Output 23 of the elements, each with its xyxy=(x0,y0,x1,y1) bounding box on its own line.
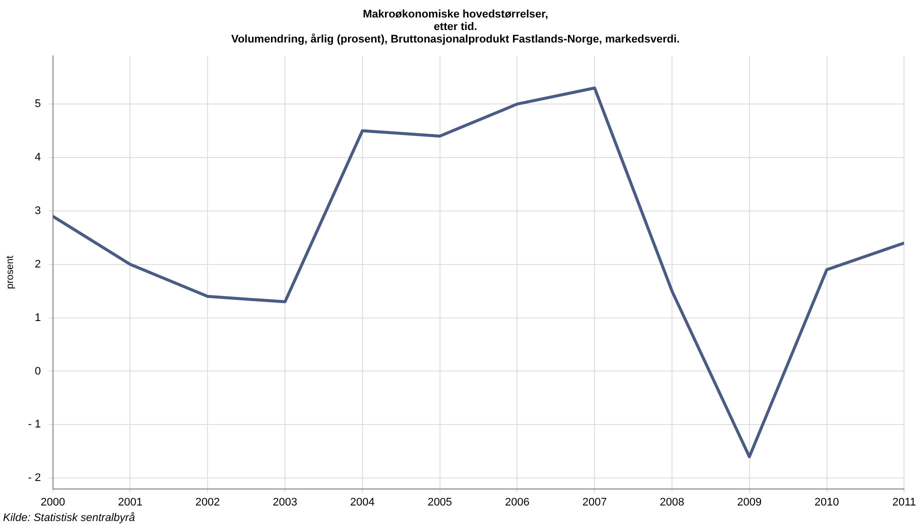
y-tick-label: 2 xyxy=(34,258,41,270)
x-tick-label: 2009 xyxy=(737,496,762,508)
x-tick-label: 2002 xyxy=(195,496,220,508)
y-tick-label: 4 xyxy=(34,152,41,164)
x-tick-label: 2008 xyxy=(660,496,684,508)
y-tick-label: 1 xyxy=(34,312,41,324)
x-tick-label: 2003 xyxy=(272,496,298,508)
x-tick-label: 2007 xyxy=(582,496,607,508)
text: Kilde: Statistisk sentralbyrå xyxy=(3,512,136,524)
x-tick-label: 2006 xyxy=(504,496,530,508)
y-tick-label: - 1 xyxy=(28,418,41,431)
x-tick-label: 2000 xyxy=(40,496,66,508)
y-tick-label: - 2 xyxy=(28,472,41,484)
y-tick-label: 5 xyxy=(34,98,41,110)
y-tick-label: 3 xyxy=(34,204,41,217)
x-tick-label: 2001 xyxy=(118,496,142,508)
x-tick-label: 2011 xyxy=(892,496,916,508)
chart-title: Makroøkonomiske hovedstørrelser, etter tid. Volumendring, årlig (prosent), Bruttonasjonalprodukt Fastlands-Norge, markedsverdi. xyxy=(231,8,680,46)
y-tick-label: 0 xyxy=(34,365,41,378)
y-axis-title: prosent xyxy=(4,255,16,290)
x-tick-label: 2005 xyxy=(428,496,452,508)
x-tick-label: 2004 xyxy=(350,496,375,508)
x-tick-label: 2010 xyxy=(814,496,840,508)
